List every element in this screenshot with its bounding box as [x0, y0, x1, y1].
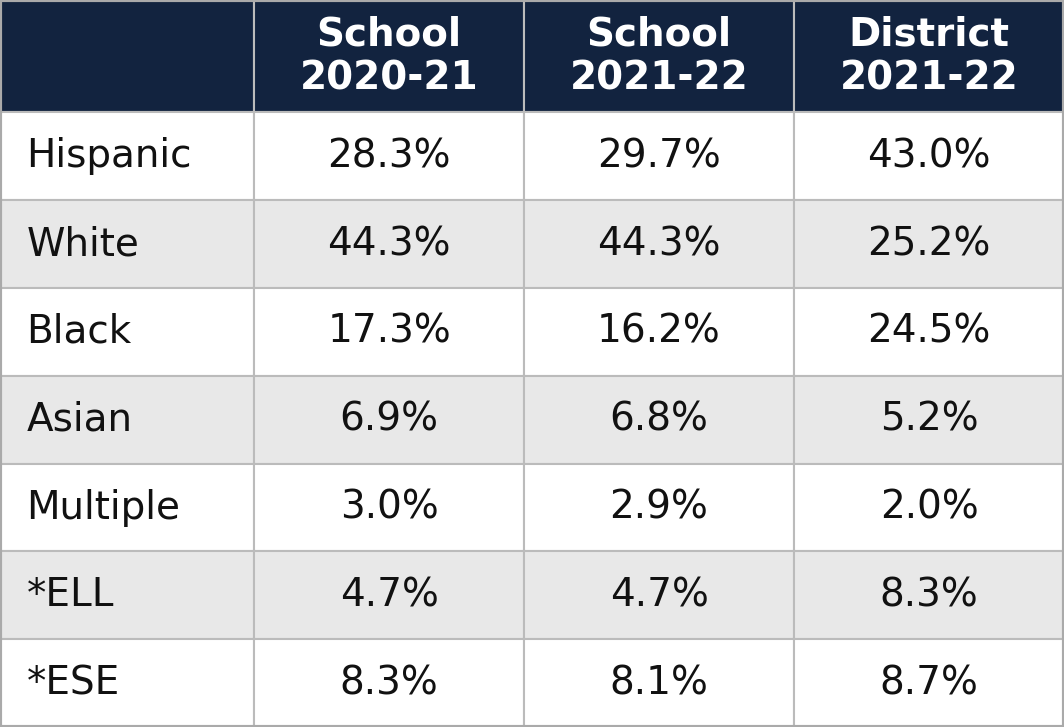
- Text: 43.0%: 43.0%: [867, 137, 991, 175]
- FancyBboxPatch shape: [0, 464, 254, 551]
- Text: 17.3%: 17.3%: [328, 313, 451, 351]
- Text: 2020-21: 2020-21: [300, 59, 479, 97]
- FancyBboxPatch shape: [0, 376, 254, 464]
- Text: Multiple: Multiple: [27, 489, 181, 526]
- Text: 6.9%: 6.9%: [339, 401, 438, 438]
- FancyBboxPatch shape: [794, 464, 1064, 551]
- Text: Black: Black: [27, 313, 132, 351]
- FancyBboxPatch shape: [525, 376, 794, 464]
- Text: 8.3%: 8.3%: [339, 664, 438, 702]
- Text: 16.2%: 16.2%: [597, 313, 721, 351]
- FancyBboxPatch shape: [254, 200, 525, 288]
- FancyBboxPatch shape: [794, 376, 1064, 464]
- Text: 4.7%: 4.7%: [339, 577, 438, 614]
- FancyBboxPatch shape: [794, 639, 1064, 727]
- FancyBboxPatch shape: [0, 551, 254, 639]
- FancyBboxPatch shape: [794, 551, 1064, 639]
- FancyBboxPatch shape: [254, 551, 525, 639]
- Text: School: School: [586, 15, 732, 53]
- FancyBboxPatch shape: [0, 200, 254, 288]
- FancyBboxPatch shape: [254, 464, 525, 551]
- FancyBboxPatch shape: [525, 639, 794, 727]
- Text: 5.2%: 5.2%: [880, 401, 978, 438]
- Text: *ESE: *ESE: [27, 664, 120, 702]
- FancyBboxPatch shape: [254, 376, 525, 464]
- FancyBboxPatch shape: [794, 200, 1064, 288]
- Text: 28.3%: 28.3%: [328, 137, 451, 175]
- Text: 4.7%: 4.7%: [610, 577, 709, 614]
- Text: 24.5%: 24.5%: [867, 313, 991, 351]
- FancyBboxPatch shape: [0, 639, 254, 727]
- FancyBboxPatch shape: [254, 288, 525, 376]
- Text: Hispanic: Hispanic: [27, 137, 193, 175]
- FancyBboxPatch shape: [0, 288, 254, 376]
- Text: *ELL: *ELL: [27, 577, 114, 614]
- FancyBboxPatch shape: [794, 0, 1064, 113]
- Text: 2.0%: 2.0%: [880, 489, 979, 526]
- FancyBboxPatch shape: [794, 288, 1064, 376]
- Text: 2.9%: 2.9%: [610, 489, 709, 526]
- FancyBboxPatch shape: [525, 551, 794, 639]
- FancyBboxPatch shape: [525, 200, 794, 288]
- Text: 8.1%: 8.1%: [610, 664, 709, 702]
- Text: School: School: [316, 15, 462, 53]
- Text: 2021-22: 2021-22: [569, 59, 748, 97]
- Text: White: White: [27, 225, 139, 263]
- FancyBboxPatch shape: [525, 0, 794, 113]
- Text: 3.0%: 3.0%: [339, 489, 438, 526]
- FancyBboxPatch shape: [794, 113, 1064, 200]
- Text: 44.3%: 44.3%: [328, 225, 451, 263]
- FancyBboxPatch shape: [254, 639, 525, 727]
- FancyBboxPatch shape: [525, 113, 794, 200]
- Text: 2021-22: 2021-22: [839, 59, 1018, 97]
- FancyBboxPatch shape: [525, 464, 794, 551]
- FancyBboxPatch shape: [254, 113, 525, 200]
- Text: District: District: [848, 15, 1010, 53]
- Text: 25.2%: 25.2%: [867, 225, 991, 263]
- Text: 6.8%: 6.8%: [610, 401, 709, 438]
- Text: 29.7%: 29.7%: [597, 137, 721, 175]
- Text: 44.3%: 44.3%: [597, 225, 720, 263]
- FancyBboxPatch shape: [254, 0, 525, 113]
- FancyBboxPatch shape: [0, 113, 254, 200]
- Text: Asian: Asian: [27, 401, 133, 438]
- Text: 8.3%: 8.3%: [880, 577, 979, 614]
- Text: 8.7%: 8.7%: [880, 664, 979, 702]
- FancyBboxPatch shape: [0, 0, 254, 113]
- FancyBboxPatch shape: [525, 288, 794, 376]
